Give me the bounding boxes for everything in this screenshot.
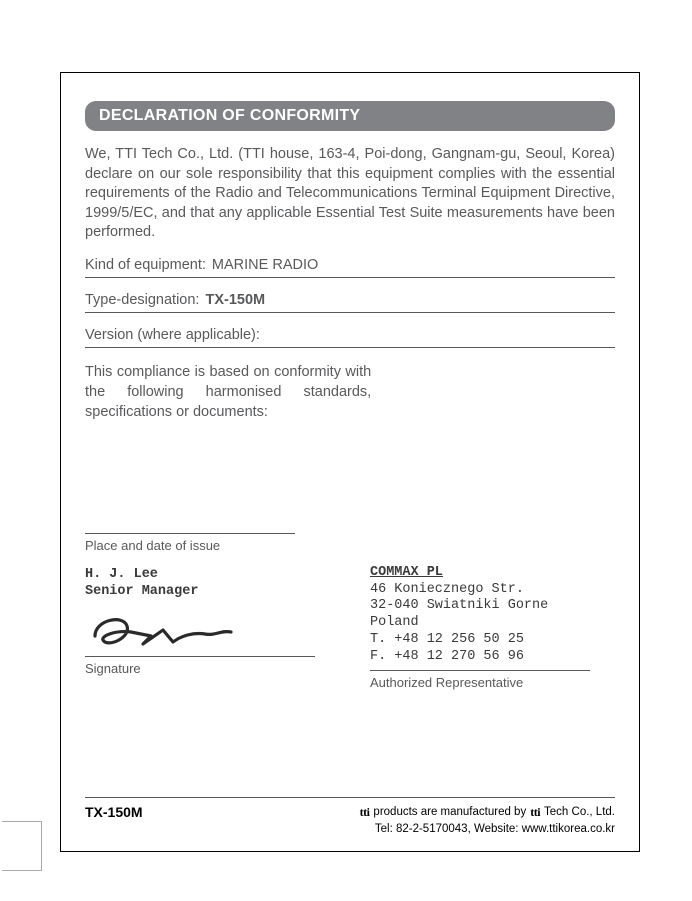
type-designation-row: Type-designation: TX-150M xyxy=(85,292,615,313)
handwritten-signature xyxy=(85,608,255,654)
document-title: DECLARATION OF CONFORMITY xyxy=(99,107,360,124)
footer-line1-suffix: Tech Co., Ltd. xyxy=(544,806,615,818)
document-frame: DECLARATION OF CONFORMITY We, TTI Tech C… xyxy=(60,72,640,852)
kind-label: Kind of equipment: xyxy=(85,257,206,273)
document-footer: TX-150M tti products are manufactured by… xyxy=(85,797,615,835)
rep-fax: F. +48 12 270 56 96 xyxy=(370,649,615,666)
signature-underline xyxy=(85,656,315,657)
signer-title: Senior Manager xyxy=(85,584,330,601)
rep-tel: T. +48 12 256 50 25 xyxy=(370,632,615,649)
signature-grid: Place and date of issue H. J. Lee Senior… xyxy=(85,533,615,690)
page-edge-tab xyxy=(2,821,42,871)
representative-block: COMMAX PL 46 Koniecznego Str. 32-040 Swi… xyxy=(370,565,615,690)
signature-label: Signature xyxy=(85,661,330,676)
type-label: Type-designation: xyxy=(85,292,199,308)
representative-label: Authorized Representative xyxy=(370,675,615,690)
declaration-paragraph: We, TTI Tech Co., Ltd. (TTI house, 163-4… xyxy=(85,145,615,243)
tti-logo-icon-2: tti xyxy=(530,805,540,820)
rep-name: COMMAX PL xyxy=(370,565,615,582)
document-content: DECLARATION OF CONFORMITY We, TTI Tech C… xyxy=(61,73,639,700)
footer-row-1: TX-150M tti products are manufactured by… xyxy=(85,804,615,820)
version-label: Version (where applicable): xyxy=(85,327,260,343)
issue-underline xyxy=(85,533,295,534)
type-value: TX-150M xyxy=(205,292,265,308)
rep-country: Poland xyxy=(370,615,615,632)
kind-of-equipment-row: Kind of equipment: MARINE RADIO xyxy=(85,257,615,278)
rep-underline xyxy=(370,670,590,671)
footer-manufacturer-line: tti products are manufactured by tti Tec… xyxy=(360,805,615,820)
issue-label: Place and date of issue xyxy=(85,538,330,553)
footer-contact-line: Tel: 82-2-5170043, Website: www.ttikorea… xyxy=(85,823,615,835)
kind-value: MARINE RADIO xyxy=(212,257,318,273)
signer-block: H. J. Lee Senior Manager xyxy=(85,567,330,601)
footer-model: TX-150M xyxy=(85,804,143,820)
representative-right-column: COMMAX PL 46 Koniecznego Str. 32-040 Swi… xyxy=(370,533,615,690)
version-row: Version (where applicable): xyxy=(85,327,615,348)
tti-logo-icon: tti xyxy=(360,805,370,820)
rep-addr1: 46 Koniecznego Str. xyxy=(370,582,615,599)
rep-addr2: 32-040 Swiatniki Gorne xyxy=(370,598,615,615)
compliance-paragraph: This compliance is based on conformity w… xyxy=(85,362,371,423)
footer-line1-prefix: products are manufactured by xyxy=(373,806,526,818)
signature-left-column: Place and date of issue H. J. Lee Senior… xyxy=(85,533,330,690)
signer-name: H. J. Lee xyxy=(85,567,330,584)
document-title-bar: DECLARATION OF CONFORMITY xyxy=(85,101,615,131)
